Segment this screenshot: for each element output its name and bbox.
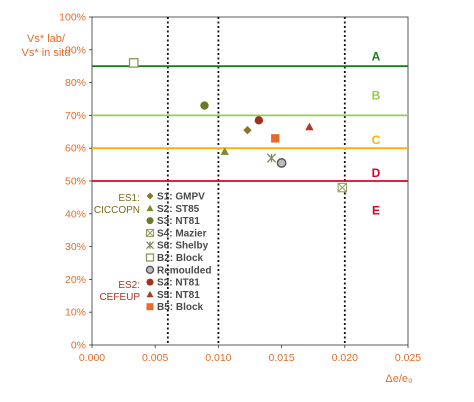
data-point-b2-block-0	[128, 58, 139, 68]
y-tick-label-1: 10%	[65, 307, 86, 319]
legend-entry-1: S2: ST85	[157, 204, 200, 215]
legend-entry-3: S4: Mazier	[157, 228, 207, 239]
data-points	[128, 58, 348, 193]
x-tick-label-5: 0.025	[395, 352, 421, 364]
data-point-remoulded-0	[276, 158, 287, 168]
data-point-s4-mazier-0	[337, 182, 348, 193]
zone-label-A: A	[372, 49, 381, 63]
y-tick-label-7: 70%	[65, 110, 86, 122]
legend-group-es1-line-0: ES1:	[118, 193, 140, 204]
legend-marker-9	[146, 303, 154, 311]
legend-group-es2-line-0: ES2:	[118, 280, 140, 291]
legend-entry-7: S2: NT81	[157, 278, 200, 289]
y-tick-label-6: 60%	[65, 143, 86, 155]
x-tick-label-4: 0.020	[332, 352, 358, 364]
data-point-s2-nt81-0	[254, 116, 264, 125]
legend-marker-2	[146, 217, 154, 225]
data-point-s3-nt81-0	[200, 101, 209, 110]
y-tick-label-0: 0%	[71, 340, 86, 352]
legend-entry-4: S6: Shelby	[157, 241, 209, 252]
y-tick-label-5: 50%	[65, 176, 86, 188]
legend-marker-1	[146, 204, 154, 212]
data-point-s1-gmpv-0	[243, 125, 252, 135]
legend-entry-6: Remoulded	[157, 265, 211, 276]
data-point-b5-block-0	[271, 134, 280, 143]
data-point-s2-st85-0	[220, 147, 229, 155]
y-tick-label-8: 80%	[65, 77, 86, 89]
y-axis-label-line-0: Vs* lab/	[27, 33, 66, 45]
data-point-s6-shelby-0	[266, 153, 277, 163]
legend-marker-3	[145, 228, 155, 237]
legend-group-es1-line-1: CICCOPN	[94, 205, 140, 216]
axis-ticks: 0% 10% 20% 30% 40% 50% 60% 70% 80% 90% 100% 0.000 0.…	[59, 12, 421, 365]
legend-entry-2: S3: NT81	[157, 216, 200, 227]
legend-marker-7	[146, 278, 154, 286]
x-tick-label-0: 0.000	[79, 352, 105, 364]
y-tick-label-2: 20%	[65, 274, 86, 286]
legend-entry-8: S5: NT81	[157, 290, 200, 301]
zone-label-C: C	[372, 133, 381, 147]
x-tick-label-2: 0.010	[205, 352, 231, 364]
legend-marker-5	[145, 253, 155, 262]
legend-entry-0: S1: GMPV	[157, 192, 205, 203]
zone-label-B: B	[372, 89, 381, 103]
y-tick-label-9: 90%	[65, 44, 86, 56]
x-axis-label: Δe/e₀	[385, 373, 412, 385]
y-tick-label-10: 100%	[59, 12, 86, 24]
legend-marker-4	[146, 241, 154, 250]
legend-entry-9: B5: Block	[157, 302, 204, 313]
legend-entry-5: B2: Block	[157, 253, 204, 264]
reference-lines	[92, 17, 408, 345]
legend-group-es2-line-1: CEFEUP	[99, 292, 140, 303]
zone-label-D: D	[372, 166, 381, 180]
zone-labels: A B C D E	[372, 49, 381, 217]
y-tick-label-3: 30%	[65, 241, 86, 253]
zone-label-E: E	[372, 204, 380, 218]
data-point-s5-nt81-0	[305, 122, 314, 131]
x-tick-label-1: 0.005	[142, 352, 168, 364]
y-tick-label-4: 40%	[65, 208, 86, 220]
legend-marker-0	[146, 192, 154, 200]
x-tick-label-3: 0.015	[268, 352, 294, 364]
axis-labels: Vs* lab/Vs* in situ Δe/e₀	[22, 33, 413, 385]
y-axis-label-line-1: Vs* in situ	[22, 47, 71, 59]
legend-marker-6	[145, 265, 155, 274]
legend-marker-8	[146, 290, 154, 298]
